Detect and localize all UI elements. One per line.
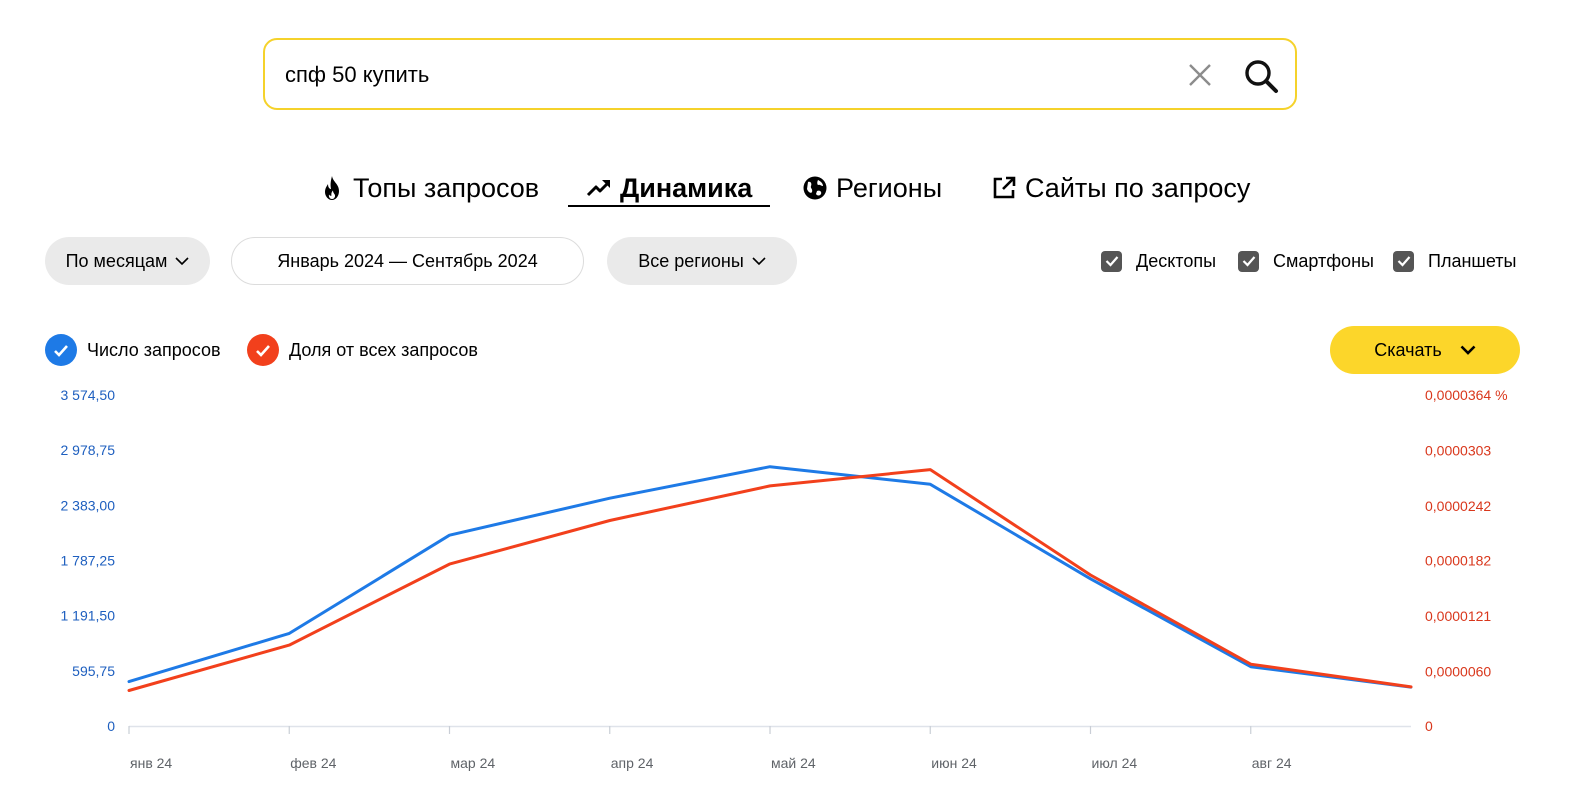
chevron-down-icon — [1460, 345, 1476, 355]
y-left-tick-label: 0 — [107, 718, 115, 734]
tab-top-queries-label: Топы запросов — [353, 172, 540, 203]
y-right-tick-label: 0,0000303 — [1425, 442, 1491, 458]
period-grouping-label: По месяцам — [65, 250, 168, 271]
tab-regions[interactable]: Регионы — [802, 168, 942, 208]
tab-top-queries[interactable]: Топы запросов — [319, 168, 539, 208]
y-left-tick-label: 1 787,25 — [61, 553, 116, 569]
tab-dynamics-label: Динамика — [620, 172, 753, 203]
y-left-tick-label: 2 383,00 — [61, 497, 116, 513]
active-tab-underline — [568, 205, 770, 207]
external-link-icon — [993, 176, 1016, 199]
y-left-tick-label: 595,75 — [72, 663, 115, 679]
y-right-tick-label: 0,0000121 — [1425, 608, 1491, 624]
legend-item-share[interactable]: Доля от всех запросов — [247, 333, 478, 367]
fire-icon — [325, 176, 339, 200]
globe-icon — [803, 176, 827, 200]
legend-item-query-count[interactable]: Число запросов — [45, 333, 221, 367]
y-right-tick-label: 0 — [1425, 718, 1433, 734]
y-left-tick-label: 2 978,75 — [61, 442, 116, 458]
legend-check-icon — [45, 334, 77, 366]
x-tick-label: июн 24 — [931, 755, 977, 771]
x-tick-label: фев 24 — [290, 755, 336, 771]
x-tick-label: мар 24 — [451, 755, 496, 771]
y-right-tick-label: 0,0000182 — [1425, 553, 1491, 569]
y-right-tick-label: 0,0000364 % — [1425, 387, 1508, 403]
legend-check-icon — [247, 334, 279, 366]
legend-label: Доля от всех запросов — [289, 339, 478, 360]
x-tick-label: май 24 — [771, 755, 816, 771]
period-grouping-select[interactable]: По месяцам — [45, 237, 210, 285]
search-button[interactable] — [1243, 58, 1279, 94]
search-bar — [263, 38, 1297, 110]
device-desktop-checkbox[interactable]: Десктопы — [1101, 249, 1216, 273]
region-select[interactable]: Все регионы — [607, 237, 797, 285]
y-right-tick-label: 0,0000242 — [1425, 498, 1491, 514]
close-icon — [1189, 64, 1211, 86]
x-tick-label: июл 24 — [1092, 755, 1138, 771]
device-smartphone-checkbox[interactable]: Смартфоны — [1238, 249, 1374, 273]
chevron-down-icon — [752, 256, 766, 265]
x-tick-label: апр 24 — [611, 755, 654, 771]
y-right-tick-label: 0,0000060 — [1425, 663, 1491, 679]
tab-regions-label: Регионы — [836, 172, 943, 203]
trend-up-icon — [586, 180, 611, 197]
search-input[interactable] — [283, 40, 1167, 110]
tab-sites-by-query[interactable]: Сайты по запросу — [991, 168, 1250, 208]
x-tick-label: авг 24 — [1252, 755, 1292, 771]
checkbox-checked-icon — [1101, 250, 1122, 272]
checkbox-checked-icon — [1393, 250, 1414, 272]
y-left-tick-label: 1 191,50 — [61, 608, 116, 624]
clear-button[interactable] — [1187, 62, 1213, 88]
legend-label: Число запросов — [87, 339, 221, 360]
download-label: Скачать — [1374, 339, 1442, 360]
date-range-picker[interactable]: Январь 2024 — Сентябрь 2024 — [231, 237, 584, 285]
device-desktop-label: Десктопы — [1136, 250, 1217, 271]
region-label: Все регионы — [638, 250, 744, 271]
series-line-query-count — [127, 465, 1413, 689]
download-button[interactable]: Скачать — [1330, 326, 1520, 374]
chevron-down-icon — [175, 256, 189, 265]
series-line-share — [127, 468, 1413, 692]
device-smartphone-label: Смартфоны — [1273, 250, 1374, 271]
tab-sites-by-query-label: Сайты по запросу — [1025, 172, 1251, 203]
tab-dynamics[interactable]: Динамика — [586, 168, 752, 208]
search-icon — [1245, 60, 1278, 93]
device-tablet-checkbox[interactable]: Планшеты — [1393, 249, 1516, 273]
x-tick-label: янв 24 — [130, 755, 172, 771]
dynamics-chart: янв 24 фев 24 мар 24 апр 24 май 24 июн 24 июл … — [61, 387, 1508, 771]
tabs: Топы запросов Динамика Регионы Сайты по … — [0, 168, 1587, 214]
device-tablet-label: Планшеты — [1428, 250, 1517, 271]
y-left-tick-label: 3 574,50 — [61, 387, 116, 403]
date-range-label: Январь 2024 — Сентябрь 2024 — [277, 250, 538, 271]
checkbox-checked-icon — [1238, 250, 1259, 272]
